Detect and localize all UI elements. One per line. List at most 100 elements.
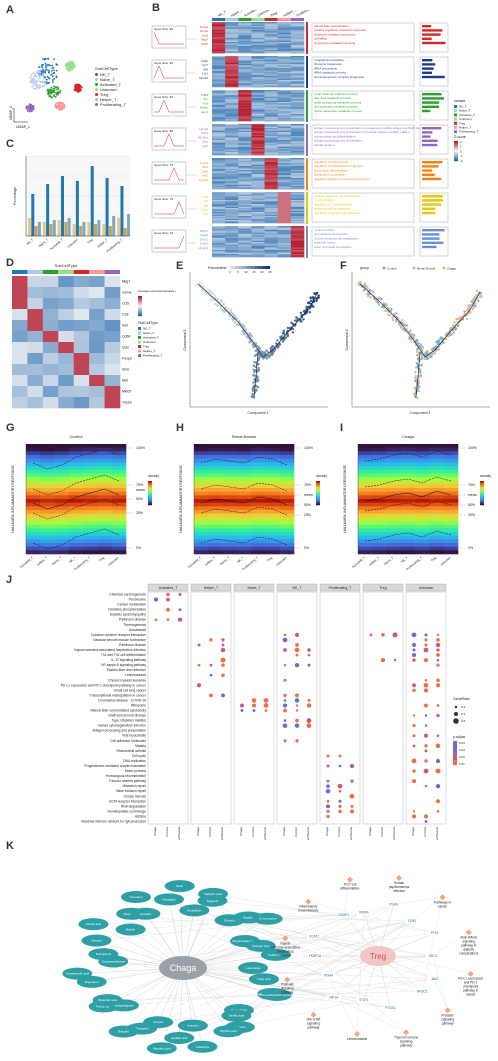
compound-label: Syringic acid [252,944,269,948]
heatmap-cell [264,158,279,160]
density-cell [194,480,209,485]
pathway-label: Amoebiasis [129,628,146,632]
heatmap-cell [225,34,239,36]
dot [326,814,330,819]
heatmap-cell [238,183,252,185]
density-gradient [148,503,152,505]
pseudotime-gradient [264,266,266,269]
umap-point [58,104,61,106]
density-gradient [148,488,152,490]
dot [221,673,225,677]
heatmap-cell [238,252,252,255]
heatmap-cell [238,246,252,248]
umap-point [72,63,74,65]
heatmap-cell [290,26,305,28]
heatmap-cell [264,95,279,97]
density-cell [386,539,402,544]
density-gradient [148,496,152,498]
cluster-trend-box [151,229,187,253]
heatmap-cell [42,386,59,398]
expression-gradient [138,310,142,312]
go-bar [422,245,437,249]
density-cell [279,451,295,456]
panel-label-i: I [340,422,344,434]
umap-point [41,85,44,88]
density-cell [83,532,98,536]
dot [424,759,428,763]
heatmap-cell [290,34,305,36]
heatmap-cell [290,236,305,239]
density-cell [83,528,98,533]
pathway-node-label: AGE-RAGE [460,935,477,939]
pseudotime-point [282,331,285,335]
gene-node-bg [321,972,336,979]
dot [166,592,170,597]
go-bar [422,101,440,104]
heatmap-cell [212,242,226,244]
density-cell [97,466,113,470]
density-cell [40,539,55,544]
group-swatch [382,266,386,270]
group-label: Renal fibrosis [220,827,224,840]
heatmap-cell [212,80,226,82]
heatmap-cell [212,158,226,160]
heatmap-cell [251,130,265,133]
heatmap-cell [277,81,292,83]
heatmap-cell [238,196,252,198]
heatmap-cell [251,221,265,223]
heatmap-cell [251,35,265,37]
heatmap-cell [251,217,265,219]
density-cell [251,488,266,492]
heatmap-cell [212,134,226,137]
pseudotime-point [238,322,242,325]
heatmap-cell [225,213,239,215]
dot [436,713,440,718]
density-cell [358,477,373,481]
density-cell [386,491,402,496]
go-bar [422,241,444,244]
umap-point [42,58,44,60]
heatmap-cell [238,91,252,93]
density-cell [265,484,281,489]
density-cell [265,524,281,529]
heatmap-cell [277,65,292,67]
density-cell [97,491,113,496]
density-cell [83,535,98,540]
heatmap-cell [225,58,239,61]
heatmap-cell [264,56,279,58]
heatmap-cell [238,187,252,189]
heatmap-cell [290,142,305,145]
heatmap-cell [238,44,252,47]
pseudotime-point [231,318,234,322]
group-point [474,302,477,305]
heatmap-cell [212,73,226,75]
heatmap-cell [73,331,90,343]
density-cell [443,535,459,540]
group-label: Control [337,827,341,837]
heatmap-cell [264,51,279,53]
pseudotime-point [252,364,256,367]
pathway-node-label: sarcoma-associated [271,945,300,949]
heatmap-cell [225,208,239,210]
heatmap-cell [277,186,292,188]
umap-point [76,90,79,93]
heatmap-cell [277,242,292,244]
density-cell [443,455,459,459]
pathway-label: Human cytomegalovirus infection [97,724,146,728]
padjust-gradient [453,741,457,743]
heatmap-cell [225,132,239,134]
heatmap-cell [225,133,239,135]
heatmap-cell [238,209,252,211]
heatmap-cell [251,231,265,233]
density-cell [386,447,402,452]
heatmap-cell [238,90,252,92]
cluster-trend-line [154,99,184,113]
compound-label: Dihydrokaempferol [232,939,258,943]
heatmap-cell [225,35,239,37]
density-cell [386,546,402,551]
heatmap-cell [277,217,292,219]
heatmap-cell [251,187,265,189]
density-cell [83,502,98,507]
density-cell [429,543,445,547]
ridge-category-label: Treg [98,555,105,562]
